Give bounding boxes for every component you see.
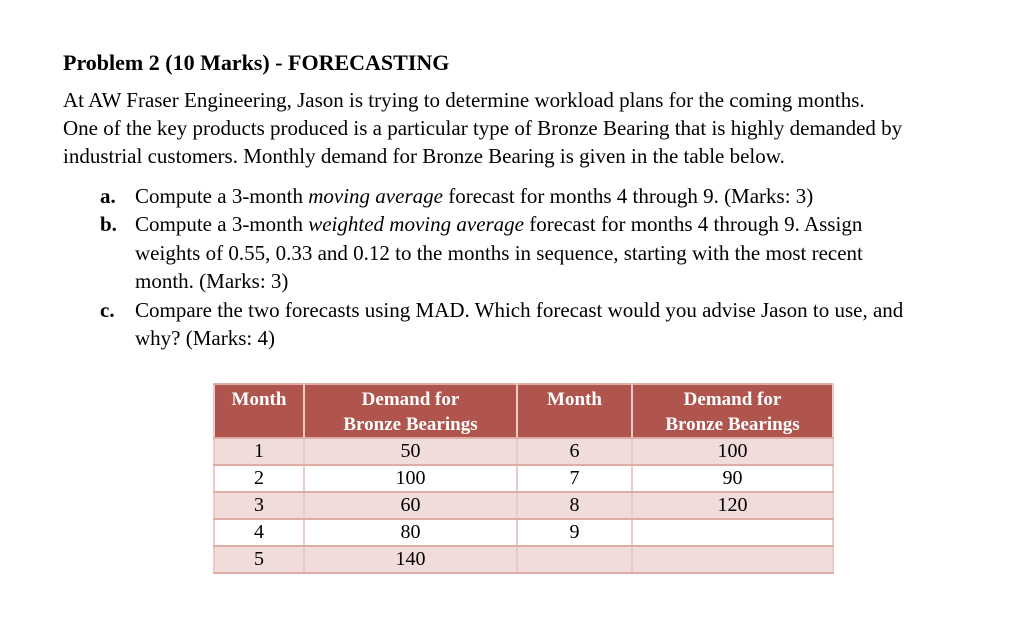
- table-row: 5 140: [213, 545, 834, 574]
- table-cell: 120: [631, 491, 834, 520]
- table-cell: 100: [631, 437, 834, 466]
- task-item: a. Compute a 3-month moving average forec…: [63, 182, 903, 210]
- task-label: b.: [100, 212, 117, 237]
- task-label: c.: [100, 297, 115, 322]
- table-cell: 50: [303, 437, 518, 466]
- paragraph-line: industrial customers. Monthly demand for…: [63, 144, 785, 168]
- demand-table: Month Demand for Bronze Bearings Month Dema…: [213, 383, 834, 574]
- table-cell: 2: [213, 464, 305, 493]
- task-text: Compare the two forecasts using MAD. Whi…: [135, 297, 904, 322]
- task-text: Compute a 3-month: [135, 212, 309, 237]
- header-row: Month Demand for Bronze Bearings Month Dema…: [213, 383, 834, 439]
- task-line: Compare the two forecasts using MAD. Whi…: [135, 296, 903, 324]
- table-row: 1 50 6 100: [213, 437, 834, 466]
- problem-title: Problem 2 (10 Marks) - FORECASTING: [63, 50, 450, 75]
- task-list: a. Compute a 3-month moving average forec…: [63, 182, 903, 352]
- column-header: Month: [213, 383, 305, 439]
- table-cell: 9: [516, 518, 633, 547]
- paragraph-line: One of the key products produced is a pa…: [63, 116, 903, 140]
- table-cell: 140: [303, 545, 518, 574]
- task-item: b. Compute a 3-month weighted moving aver…: [63, 210, 903, 295]
- table-cell: 4: [213, 518, 305, 547]
- table-cell: [516, 545, 633, 574]
- column-header: Demand for Bronze Bearings: [631, 383, 834, 439]
- task-text: weights of 0.55, 0.33 and 0.12 to the mo…: [135, 240, 863, 265]
- table-row: 3 60 8 120: [213, 491, 834, 520]
- task-text: Compute a 3-month: [135, 184, 309, 208]
- table-cell: 1: [213, 437, 305, 466]
- column-header: Demand for Bronze Bearings: [303, 383, 518, 439]
- task-text: forecast for months 4 through 9. Assign: [524, 212, 863, 237]
- task-label: a.: [100, 184, 116, 208]
- table-cell: 3: [213, 491, 305, 520]
- column-header: Month: [516, 383, 633, 439]
- task-line: Compute a 3-month moving average forecas…: [135, 182, 903, 210]
- task-line: weights of 0.55, 0.33 and 0.12 to the mo…: [135, 239, 903, 267]
- table-cell: [631, 545, 834, 574]
- task-line: month. (Marks: 3): [135, 267, 903, 295]
- table-cell: 80: [303, 518, 518, 547]
- table-row: 4 80 9: [213, 518, 834, 547]
- task-line: why? (Marks: 4): [135, 324, 903, 352]
- table-cell: 5: [213, 545, 305, 574]
- task-item: c. Compare the two forecasts using MAD. W…: [63, 296, 903, 353]
- task-text-italic: moving average: [308, 184, 443, 208]
- table-cell: [631, 518, 834, 547]
- task-text: month. (Marks: 3): [135, 269, 289, 294]
- table-cell: 90: [631, 464, 834, 493]
- task-text: forecast for months 4 through 9. (Marks:…: [442, 184, 814, 208]
- paragraph-line: At AW Fraser Engineering, Jason is tryin…: [63, 88, 865, 112]
- table-cell: 7: [516, 464, 633, 493]
- table-cell: 60: [303, 491, 518, 520]
- task-text: why? (Marks: 4): [135, 326, 275, 351]
- demand-table-body: 1 50 6 100 2 100 7 90 3 60 8 120 4 80 9 5 140: [213, 437, 834, 574]
- table-cell: 8: [516, 491, 633, 520]
- task-line: Compute a 3-month weighted moving averag…: [135, 210, 903, 238]
- demand-table-head: Month Demand for Bronze Bearings Month Dema…: [213, 383, 834, 439]
- table-row: 2 100 7 90: [213, 464, 834, 493]
- table-cell: 6: [516, 437, 633, 466]
- table-cell: 100: [303, 464, 518, 493]
- intro-paragraph: At AW Fraser Engineering, Jason is tryin…: [63, 86, 902, 170]
- task-text-italic: weighted moving average: [308, 212, 525, 237]
